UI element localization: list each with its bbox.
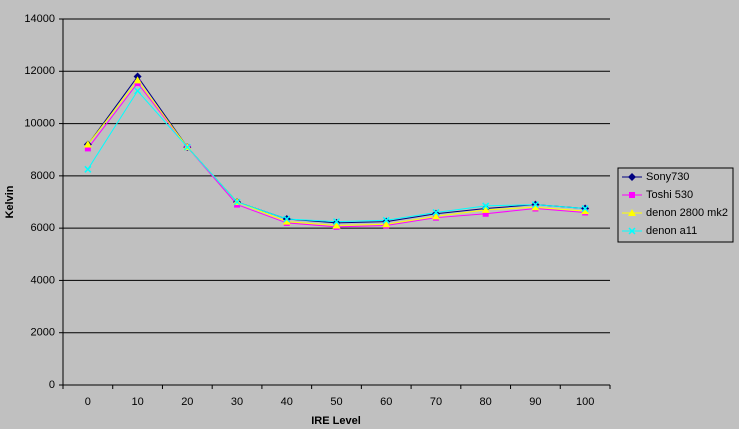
x-tick-label: 60 [380,396,392,408]
data-point [382,216,390,224]
x-tick-label: 30 [231,396,243,408]
x-tick-label: 20 [181,396,193,408]
x-axis-title: IRE Level [311,415,361,427]
data-point [482,210,489,217]
data-point [183,143,191,151]
data-point [134,87,142,95]
y-tick-label: 6000 [31,222,55,234]
data-point [133,76,142,84]
y-tick-label: 14000 [24,13,55,25]
data-point [581,205,589,213]
legend-label: Sony730 [646,171,689,183]
data-point [84,145,91,152]
x-tick-label: 0 [85,396,91,408]
y-tick-label: 0 [49,379,55,391]
legend-marker [628,173,636,181]
legend-box [617,167,734,243]
data-point [332,218,341,226]
data-point [283,215,291,223]
legend-label: Toshi 530 [646,189,693,201]
data-point [233,198,241,206]
data-point [482,202,490,210]
legend-marker [628,209,636,216]
x-tick-label: 40 [281,396,293,408]
legend-label: denon 2800 mk2 [646,207,728,219]
y-tick-label: 10000 [24,117,55,129]
x-tick-label: 10 [131,396,143,408]
legend-marker [628,227,636,235]
x-tick-label: 100 [576,396,594,408]
x-tick-label: 50 [330,396,342,408]
data-point [432,208,440,216]
legend-marker [629,192,635,198]
data-point [531,203,540,211]
data-point [382,220,391,228]
y-tick-label: 4000 [31,274,55,286]
data-point [282,217,291,225]
data-point [84,165,92,173]
data-point [581,207,590,215]
data-point [531,201,539,209]
y-axis-title: Kelvin [4,185,16,218]
x-tick-label: 70 [430,396,442,408]
data-point [332,221,341,229]
data-point [431,212,440,220]
y-tick-label: 8000 [31,170,55,182]
data-point [83,140,92,148]
y-tick-label: 2000 [31,327,55,339]
x-tick-label: 80 [480,396,492,408]
legend-label: denon a11 [646,225,697,237]
data-point [481,205,490,213]
y-tick-label: 12000 [24,65,55,77]
x-tick-label: 90 [529,396,541,408]
